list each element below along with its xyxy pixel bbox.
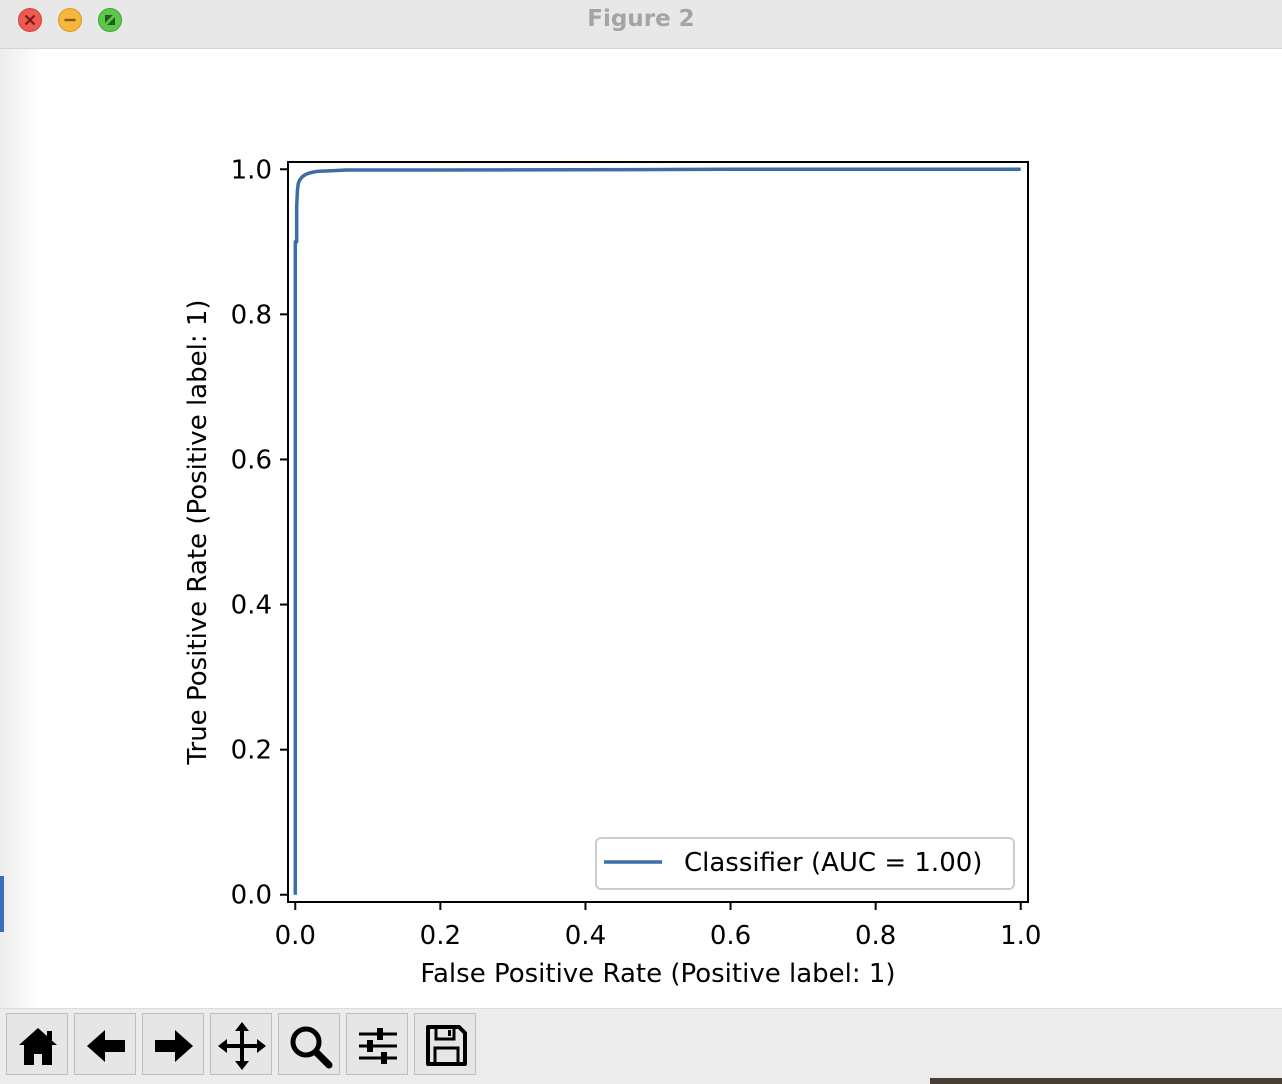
back-button[interactable] [74,1013,136,1075]
arrow-left-icon [87,1030,125,1062]
window-edge-shadow [0,49,40,1008]
y-tick-label: 0.0 [231,881,272,911]
y-tick-label: 0.2 [231,736,272,766]
close-icon [24,14,36,26]
fullscreen-icon [105,15,115,25]
x-tick-label: 0.6 [710,921,751,951]
roc-curve-line [293,167,1021,895]
y-tick-label: 1.0 [231,155,272,185]
magnifier-icon [290,1026,333,1069]
legend: Classifier (AUC = 1.00) [595,837,1015,890]
x-tick-label: 1.0 [1000,921,1041,951]
x-tick-label: 0.0 [275,921,316,951]
axes-frame [287,161,1029,903]
save-button[interactable] [414,1013,476,1075]
y-axis-label: True Positive Rate (Positive label: 1) [183,299,213,765]
y-tick-label: 0.6 [231,445,272,475]
fullscreen-button[interactable] [98,8,122,32]
x-tick-label: 0.2 [420,921,461,951]
background-window-edge [0,876,4,932]
configure-subplots-button[interactable] [346,1013,408,1075]
legend-box [595,837,1015,890]
legend-entry: Classifier (AUC = 1.00) [684,848,982,878]
home-button[interactable] [6,1013,68,1075]
move-icon [218,1022,266,1070]
minimize-button[interactable] [58,8,82,32]
sliders-icon [359,1028,397,1064]
zoom-button[interactable] [278,1013,340,1075]
background-desktop [930,1078,1282,1084]
y-tick-label: 0.8 [231,300,272,330]
y-tick-label: 0.4 [231,591,272,621]
arrow-right-icon [155,1030,193,1062]
minimize-icon [64,18,76,22]
window-title: Figure 2 [587,6,695,32]
navigation-toolbar [0,1008,1282,1084]
pan-button[interactable] [210,1013,272,1075]
home-icon [19,1028,57,1065]
x-tick-label: 0.8 [855,921,896,951]
close-button[interactable] [18,8,42,32]
title-bar: Figure 2 [0,0,1282,49]
forward-button[interactable] [142,1013,204,1075]
floppy-disk-icon [426,1025,467,1066]
x-tick-label: 0.4 [565,921,606,951]
x-axis-label: False Positive Rate (Positive label: 1) [420,959,895,989]
